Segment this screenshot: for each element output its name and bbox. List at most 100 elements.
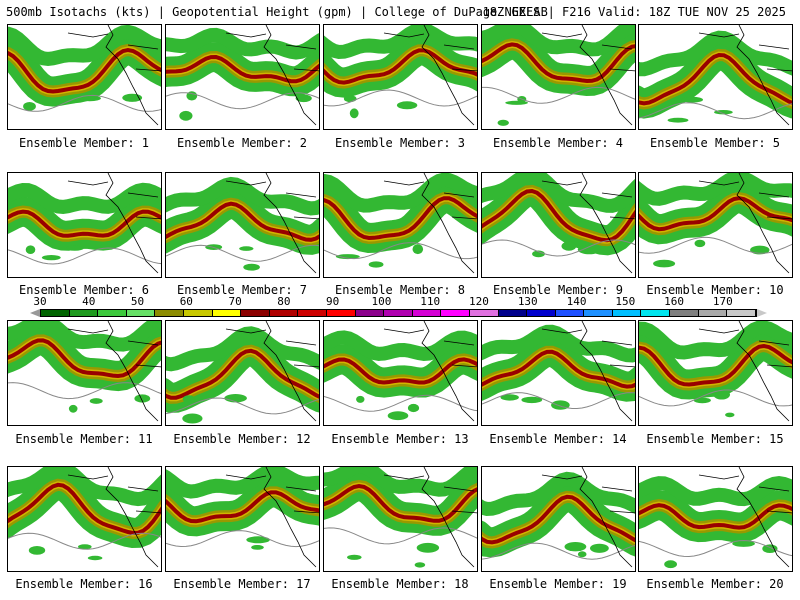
- isotach-patch: [87, 555, 103, 561]
- ensemble-member-label: Ensemble Member: 3: [334, 136, 466, 150]
- coastline: [67, 173, 161, 274]
- colorbar-cell: [269, 310, 299, 316]
- height-contour: [639, 102, 792, 120]
- jet-band-2: [166, 467, 319, 499]
- coastline: [383, 321, 477, 422]
- colorbar-tick-label: 100: [371, 295, 392, 308]
- ensemble-panel-1: [7, 24, 162, 130]
- jet-band-2: [639, 173, 792, 206]
- colorbar: 30 40 50 60 70 80 90 100 110 120 130 140 150 160 170: [0, 296, 800, 320]
- ensemble-panel-7: [165, 172, 320, 278]
- jet-band-2: [8, 467, 161, 507]
- ensemble-panel-14: [481, 320, 636, 426]
- height-contour: [166, 92, 319, 110]
- ensemble-panel-2: [165, 24, 320, 130]
- isotach-patch: [182, 395, 195, 403]
- coastline: [383, 173, 477, 274]
- ensemble-panel-8: [323, 172, 478, 278]
- colorbar-tick-label: 150: [615, 295, 636, 308]
- colorbar-cell: [584, 310, 613, 316]
- ensemble-member-label: Ensemble Member: 8: [334, 283, 466, 297]
- colorbar-cell: [298, 310, 327, 316]
- isotach-patch: [387, 411, 409, 421]
- jet-band-2: [324, 330, 477, 362]
- ensemble-panel-3: [323, 24, 478, 130]
- ensemble-panel-19: [481, 466, 636, 572]
- isotach-map-5: [639, 25, 792, 126]
- isotach-patch: [732, 540, 755, 547]
- colorbar-tick-label: 110: [420, 295, 441, 308]
- isotach-patch: [347, 554, 362, 560]
- ensemble-panel-10: [638, 172, 793, 278]
- isotach-patch: [368, 261, 384, 268]
- isotach-patch: [762, 544, 778, 553]
- jet-band-5: [324, 196, 477, 241]
- jet-band-5: [482, 494, 635, 545]
- isotach-patch: [349, 108, 359, 119]
- isotach-map-13: [324, 321, 477, 422]
- isotach-map-17: [166, 467, 319, 568]
- isotach-patch: [532, 250, 545, 258]
- colorbar-cell: [527, 310, 556, 316]
- isotach-patch: [551, 400, 570, 410]
- height-contour: [324, 394, 477, 412]
- jet-band-5: [639, 503, 792, 530]
- height-contour: [324, 242, 477, 260]
- ensemble-member-label: Ensemble Member: 13: [331, 432, 469, 446]
- jet-band-2: [324, 467, 477, 497]
- colorbar-tick-label: 40: [82, 295, 96, 308]
- jet-band-5: [166, 201, 319, 242]
- jet-band-2: [639, 476, 792, 507]
- ensemble-panel-18: [323, 466, 478, 572]
- isotach-patch: [68, 404, 78, 413]
- isotach-patch: [41, 255, 61, 261]
- ensemble-member-label: Ensemble Member: 10: [646, 283, 784, 297]
- jet-band-5: [639, 343, 792, 387]
- isotach-patch: [653, 259, 676, 268]
- ensemble-member-label: Ensemble Member: 12: [173, 432, 311, 446]
- valid-time: 18Z GEFS | F216 Valid: 18Z TUE NOV 25 20…: [482, 5, 786, 19]
- coastline: [225, 173, 319, 274]
- isotach-patch: [500, 394, 519, 401]
- isotach-patch: [577, 551, 587, 558]
- height-contour: [166, 244, 319, 262]
- height-contour: [324, 89, 477, 107]
- isotach-patch: [28, 546, 46, 555]
- isotach-map-11: [8, 321, 161, 422]
- isotach-patch: [122, 93, 143, 102]
- jet-band-5: [8, 482, 161, 536]
- coastline: [541, 467, 635, 568]
- jet-band-5: [324, 483, 477, 523]
- isotach-map-7: [166, 173, 319, 274]
- jet-band-2: [8, 182, 161, 214]
- jet-band-2: [639, 30, 792, 77]
- colorbar-tick-label: 80: [277, 295, 291, 308]
- colorbar-cell: [612, 310, 642, 316]
- height-contour: [8, 94, 161, 112]
- isotach-patch: [664, 560, 677, 569]
- ensemble-panel-16: [7, 466, 162, 572]
- jet-band-5: [324, 357, 477, 385]
- ensemble-panel-9: [481, 172, 636, 278]
- colorbar-cell: [41, 310, 70, 316]
- colorbar-cell: [326, 310, 356, 316]
- height-contour: [8, 247, 161, 265]
- jet-band-5: [8, 338, 161, 379]
- colorbar-cell: [698, 310, 728, 316]
- coastline: [698, 25, 792, 126]
- colorbar-tick-label: 90: [326, 295, 340, 308]
- coastline: [225, 25, 319, 126]
- jet-band-2: [324, 25, 477, 60]
- jet-band-2: [166, 176, 319, 216]
- jet-band-2: [8, 25, 161, 66]
- ensemble-member-label: Ensemble Member: 15: [646, 432, 784, 446]
- coastline: [698, 321, 792, 422]
- colorbar-cell: [469, 310, 499, 316]
- isotach-patch: [25, 245, 36, 254]
- coastline: [67, 467, 161, 568]
- height-contour: [482, 86, 635, 104]
- isotach-patch: [343, 95, 357, 103]
- isotach-patch: [590, 543, 609, 553]
- height-contour: [166, 530, 319, 548]
- ensemble-panel-15: [638, 320, 793, 426]
